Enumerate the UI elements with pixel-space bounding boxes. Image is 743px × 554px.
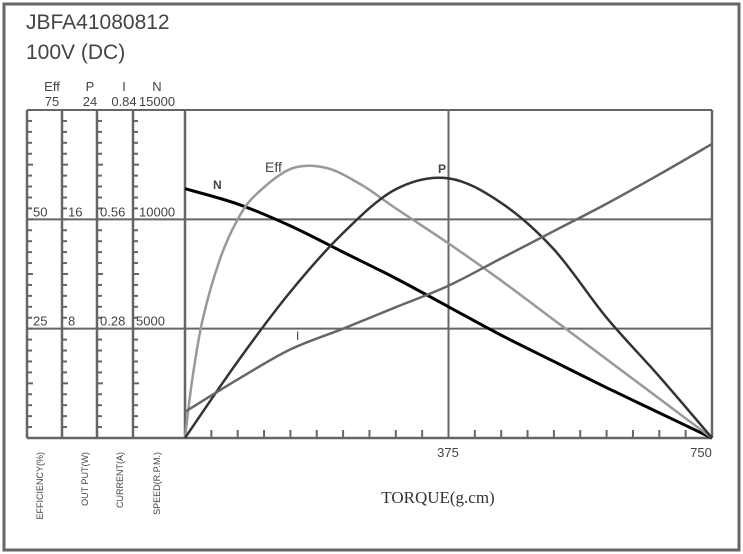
series-label-N: N [213, 178, 222, 192]
y-tick-label-I: 0.84 [111, 94, 136, 109]
y-axis-label-I: CURRENT(A) [115, 452, 125, 508]
curve-N [184, 187, 713, 440]
series-label-Eff: Eff [265, 159, 282, 175]
y-tick-label-Eff: 50 [33, 204, 47, 219]
curve-I [184, 142, 713, 413]
y-tick-label-Eff: 75 [45, 94, 59, 109]
model-title: JBFA41080812 [26, 11, 170, 34]
y-tick-label-I: 0.28 [100, 314, 125, 329]
y-tick-label-I: 0.56 [100, 204, 125, 219]
y-tick-label-N: 5000 [136, 314, 165, 329]
curve-Eff [183, 164, 713, 440]
y-tick-label-P: 16 [68, 204, 82, 219]
y-axis-label-Eff: EFFICIENCY(%) [35, 452, 45, 520]
y-axis-header-N: N [152, 79, 161, 94]
y-tick-label-Eff: 25 [33, 314, 47, 329]
voltage-subtitle: 100V (DC) [26, 41, 125, 64]
curve-P [183, 176, 713, 439]
y-tick-label-N: 10000 [139, 204, 175, 219]
y-axis-header-Eff: Eff [44, 79, 60, 94]
series-label-P: P [438, 162, 446, 176]
y-axis-header-I: I [122, 79, 126, 94]
y-axis-header-P: P [86, 79, 95, 94]
y-tick-label-P: 8 [68, 314, 75, 329]
x-axis-label: TORQUE(g.cm) [381, 488, 494, 507]
y-axis-label-N: SPEED(R.P.M.) [152, 452, 162, 515]
x-tick-375: 375 [437, 445, 459, 460]
y-tick-label-N: 15000 [139, 94, 175, 109]
y-axis-label-P: OUT PUT(W) [80, 452, 90, 506]
series-label-I: I [296, 329, 299, 343]
x-tick-750: 750 [690, 445, 712, 460]
y-tick-label-P: 24 [83, 94, 97, 109]
